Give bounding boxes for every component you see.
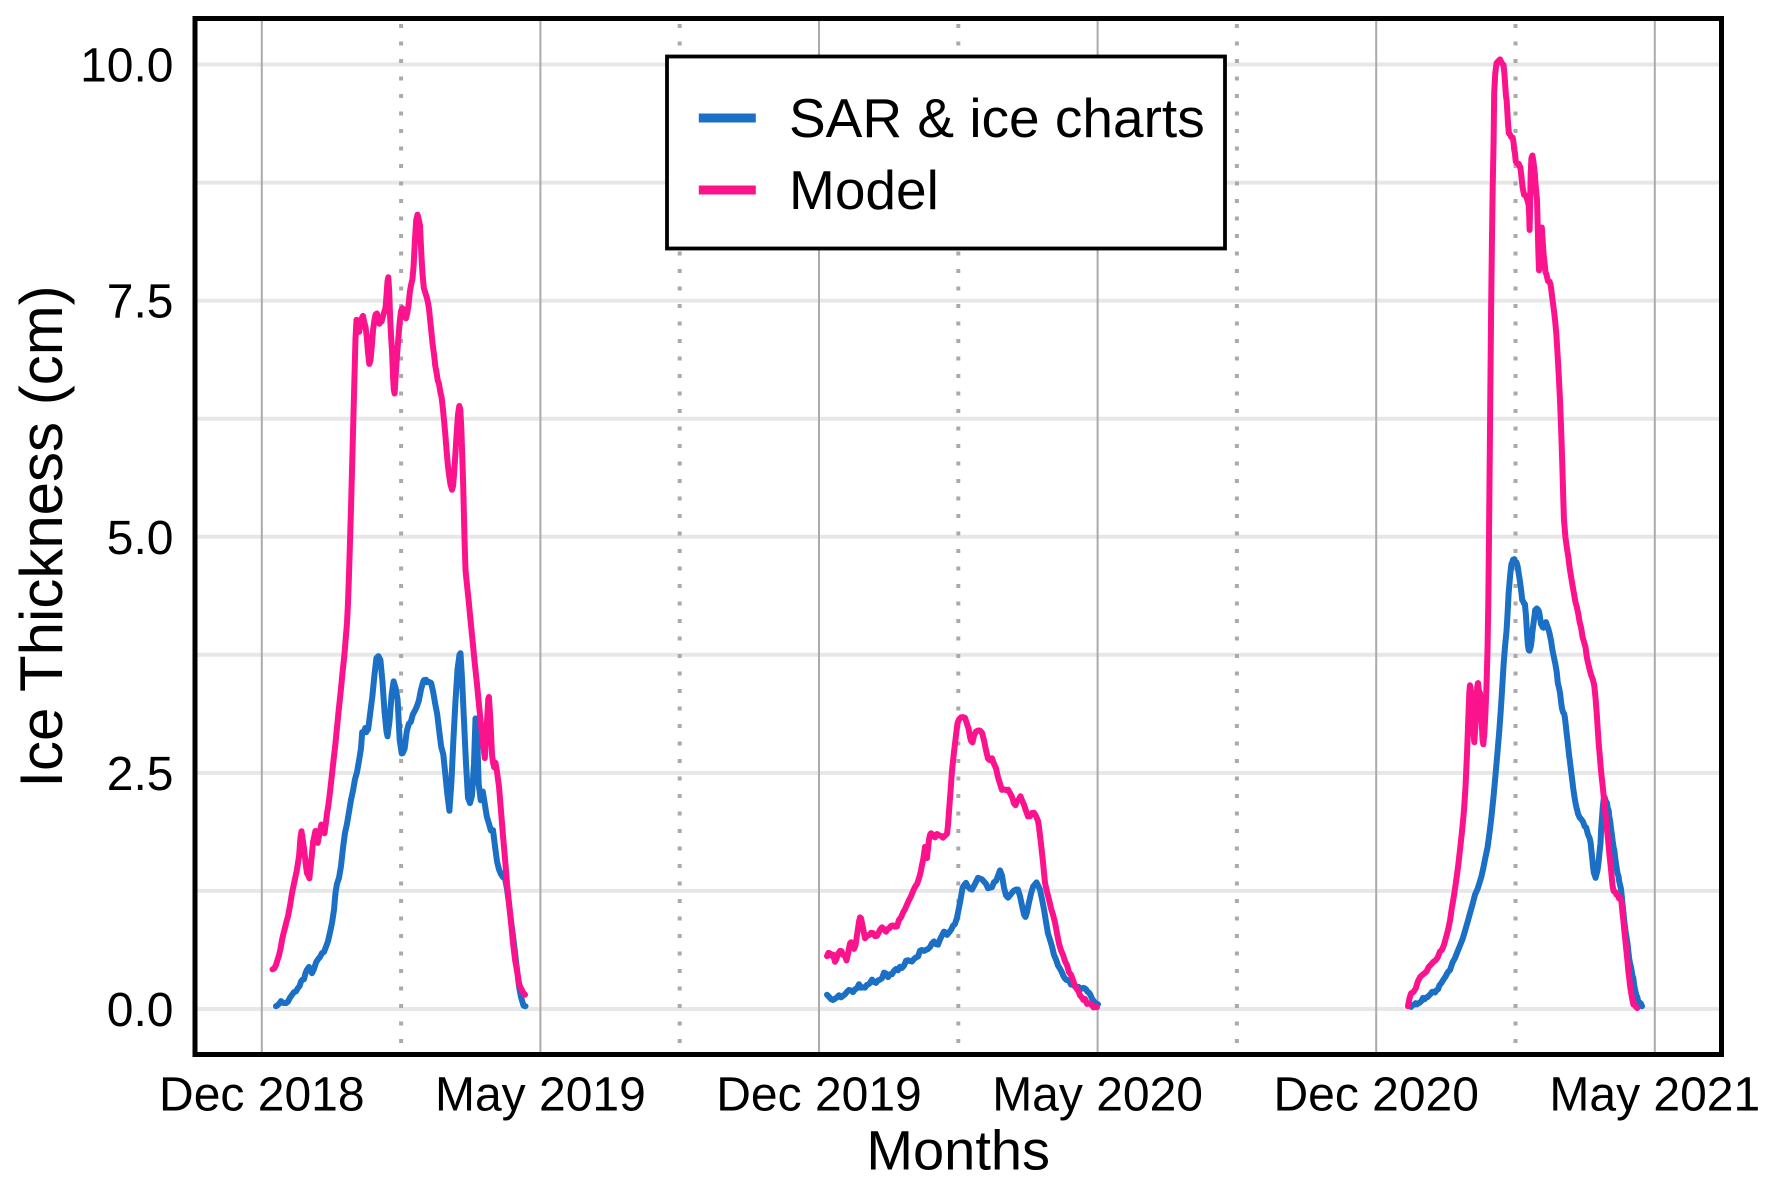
svg-text:Model: Model [789,159,939,221]
svg-text:Months: Months [866,1119,1050,1182]
svg-text:10.0: 10.0 [80,40,173,93]
svg-text:May 2020: May 2020 [992,1069,1203,1122]
svg-text:May 2021: May 2021 [1549,1069,1760,1122]
svg-text:SAR & ice charts: SAR & ice charts [789,87,1205,149]
svg-text:Ice Thickness (cm): Ice Thickness (cm) [8,285,75,787]
svg-text:May 2019: May 2019 [435,1069,646,1122]
svg-text:Dec 2020: Dec 2020 [1273,1069,1478,1122]
svg-text:2.5: 2.5 [107,748,174,801]
svg-text:Dec 2019: Dec 2019 [716,1069,921,1122]
svg-text:5.0: 5.0 [107,512,174,565]
svg-text:Dec 2018: Dec 2018 [159,1069,364,1122]
svg-text:7.5: 7.5 [107,276,174,329]
svg-text:0.0: 0.0 [107,984,174,1037]
